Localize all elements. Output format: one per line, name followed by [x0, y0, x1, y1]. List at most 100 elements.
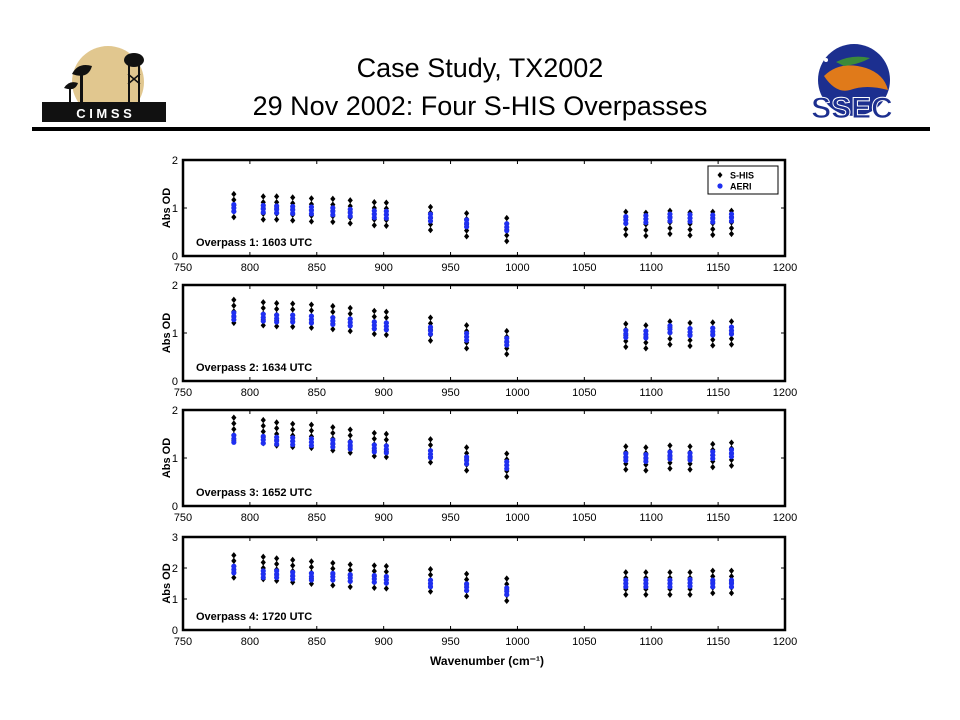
shis-marker — [290, 556, 296, 564]
aeri-point — [347, 206, 353, 219]
shis-marker — [371, 567, 377, 575]
aeri-marker — [427, 577, 434, 583]
aeri-point — [371, 442, 377, 455]
shis-marker — [260, 304, 266, 312]
aeri-marker — [290, 312, 296, 318]
shis-marker — [687, 585, 693, 593]
shis-marker — [383, 453, 389, 461]
aeri-marker — [687, 325, 693, 332]
aeri-marker — [710, 577, 716, 583]
cimss-logo-text: C I M S S — [76, 106, 132, 121]
shis-marker — [290, 306, 296, 313]
shis-marker — [347, 583, 353, 591]
shis-marker — [274, 419, 280, 426]
shis-marker — [504, 214, 510, 222]
shis-marker — [710, 319, 716, 326]
aeri-marker — [231, 310, 237, 316]
shis-marker — [383, 430, 389, 438]
shis-marker — [643, 345, 649, 352]
shis-marker — [667, 569, 673, 576]
x-tick-label: 900 — [374, 512, 392, 524]
x-tick-label: 1100 — [639, 636, 663, 648]
chart-panel-3: 750 800 850 900 950 1000 1050 1100 1150 1200 0 1 2 Ab… — [161, 405, 797, 524]
aeri-marker — [371, 208, 377, 214]
legend-aeri-label: AERI — [730, 182, 752, 192]
x-tick-label: 900 — [374, 262, 392, 274]
x-tick-label: 950 — [441, 636, 459, 648]
shis-marker — [728, 567, 735, 574]
aeri-point — [710, 325, 716, 338]
y-axis-label: Abs OD — [161, 188, 173, 228]
shis-marker — [383, 222, 389, 229]
aeri-marker — [290, 569, 296, 576]
y-tick-label: 2 — [172, 405, 178, 417]
shis-marker — [643, 569, 649, 576]
shis-marker — [330, 218, 336, 226]
x-tick-label: 850 — [308, 262, 326, 274]
aeri-marker — [371, 442, 377, 448]
x-tick-label: 1050 — [572, 387, 596, 399]
aeri-marker — [427, 448, 434, 454]
aeri-point — [667, 449, 673, 462]
aeri-point — [667, 211, 673, 224]
shis-marker — [464, 210, 470, 217]
shis-marker — [667, 224, 673, 232]
shis-marker — [260, 422, 266, 430]
aeri-point — [330, 205, 336, 218]
shis-marker — [371, 584, 377, 592]
aeri-marker — [231, 201, 237, 208]
shis-marker — [308, 421, 315, 429]
shis-marker — [504, 575, 510, 582]
aeri-marker — [728, 211, 735, 217]
shis-marker — [710, 225, 716, 233]
shis-marker — [231, 426, 237, 433]
x-tick-label: 750 — [174, 512, 192, 524]
x-tick-label: 900 — [374, 636, 392, 648]
shis-marker — [371, 435, 377, 442]
aeri-point — [371, 319, 377, 332]
shis-marker — [687, 337, 693, 344]
aeri-point — [643, 451, 649, 465]
aeri-marker — [274, 203, 280, 209]
shis-marker — [504, 237, 510, 245]
aeri-marker — [623, 577, 629, 583]
x-tick-label: 850 — [308, 512, 326, 524]
x-tick-label: 1150 — [706, 262, 730, 274]
aeri-marker — [231, 432, 237, 438]
chart-panel-1: 750 800 850 900 950 1000 1050 1100 1150 1200 0 1 2 Ab… — [161, 155, 797, 274]
aeri-point — [643, 577, 649, 590]
shis-marker — [290, 300, 296, 307]
shis-marker — [383, 199, 389, 206]
legend-aeri-marker — [717, 183, 723, 189]
aeri-point — [710, 212, 716, 225]
x-tick-label: 850 — [308, 636, 326, 648]
shis-marker — [274, 560, 280, 568]
shis-marker — [728, 230, 735, 238]
x-tick-label: 1150 — [706, 512, 730, 524]
aeri-marker — [308, 313, 315, 319]
shis-marker — [290, 562, 296, 569]
shis-marker — [504, 345, 510, 352]
aeri-point — [728, 577, 735, 590]
x-tick-label: 750 — [174, 636, 192, 648]
shis-marker — [371, 330, 377, 338]
shis-marker — [667, 591, 673, 598]
shis-marker — [427, 337, 434, 344]
x-tick-label: 1000 — [505, 387, 529, 399]
shis-marker — [623, 591, 629, 598]
aeri-marker — [667, 449, 673, 455]
shis-marker — [728, 462, 735, 469]
aeri-point — [710, 577, 716, 590]
shis-marker — [330, 559, 336, 567]
shis-marker — [464, 233, 470, 240]
shis-marker — [308, 301, 315, 308]
shis-marker — [643, 339, 649, 346]
shis-marker — [231, 302, 237, 309]
shis-marker — [728, 335, 735, 342]
shis-marker — [383, 436, 389, 443]
aeri-point — [710, 449, 716, 462]
shis-marker — [274, 305, 280, 313]
shis-marker — [347, 566, 353, 574]
overpass-annotation: Overpass 4: 1720 UTC — [196, 611, 312, 623]
